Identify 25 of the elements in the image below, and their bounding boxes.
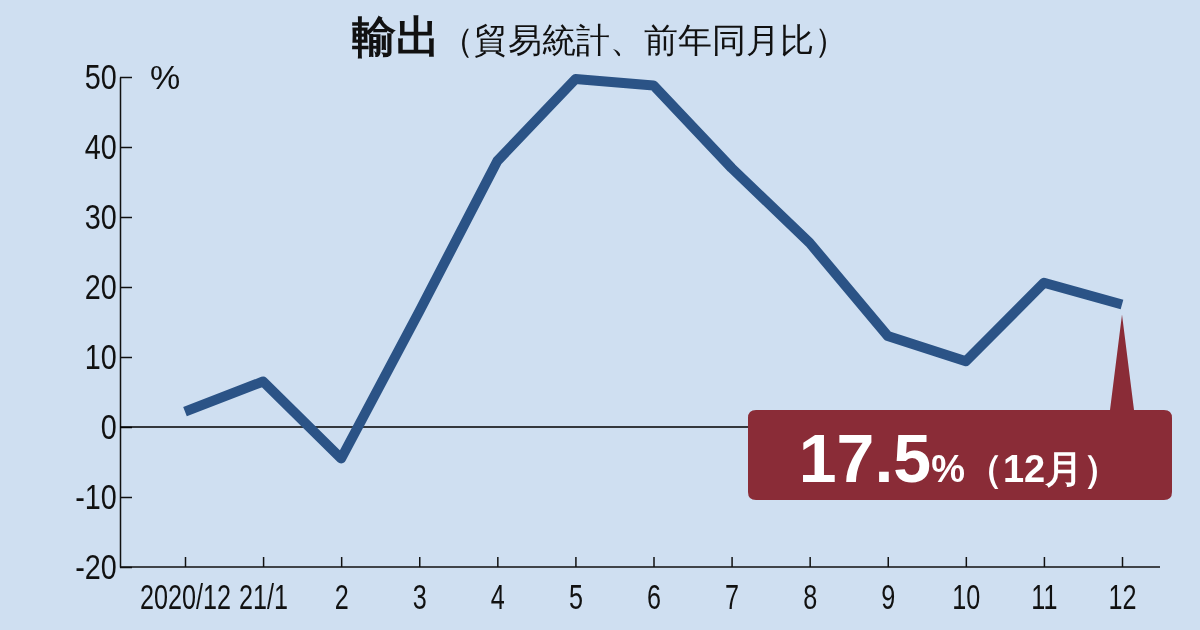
chart-subtitle: （貿易統計、前年同月比）	[440, 21, 848, 59]
y-tick-label: 30	[84, 195, 117, 237]
x-tick-label: 5	[568, 576, 583, 618]
x-tick-label: 7	[725, 576, 740, 618]
y-tick-label: 50	[84, 55, 117, 97]
y-tick-label: 20	[84, 265, 117, 307]
chart-title: 輸出	[352, 12, 440, 61]
x-tick-label: 3	[412, 576, 427, 618]
y-tick-label: -10	[75, 475, 117, 517]
x-tick-label: 11	[1031, 576, 1058, 618]
x-tick-label: 2	[334, 576, 349, 618]
x-tick-label: 12	[1108, 576, 1137, 618]
annotation: 17.5%（12月）	[798, 420, 1122, 496]
x-tick-label: 2020/12	[139, 576, 232, 618]
x-tick-label: 4	[490, 576, 505, 618]
y-tick-label: 40	[84, 125, 117, 167]
x-tick-label: 8	[803, 576, 818, 618]
x-tick-label: 21/1	[239, 576, 289, 618]
x-tick-label: 10	[952, 576, 981, 618]
x-tick-label: 6	[646, 576, 662, 618]
y-tick-label: 10	[84, 335, 117, 377]
y-tick-label: 0	[100, 405, 117, 447]
x-tick-label: 9	[881, 576, 896, 618]
y-tick-label: -20	[75, 545, 117, 587]
y-axis-title: %	[150, 58, 181, 96]
